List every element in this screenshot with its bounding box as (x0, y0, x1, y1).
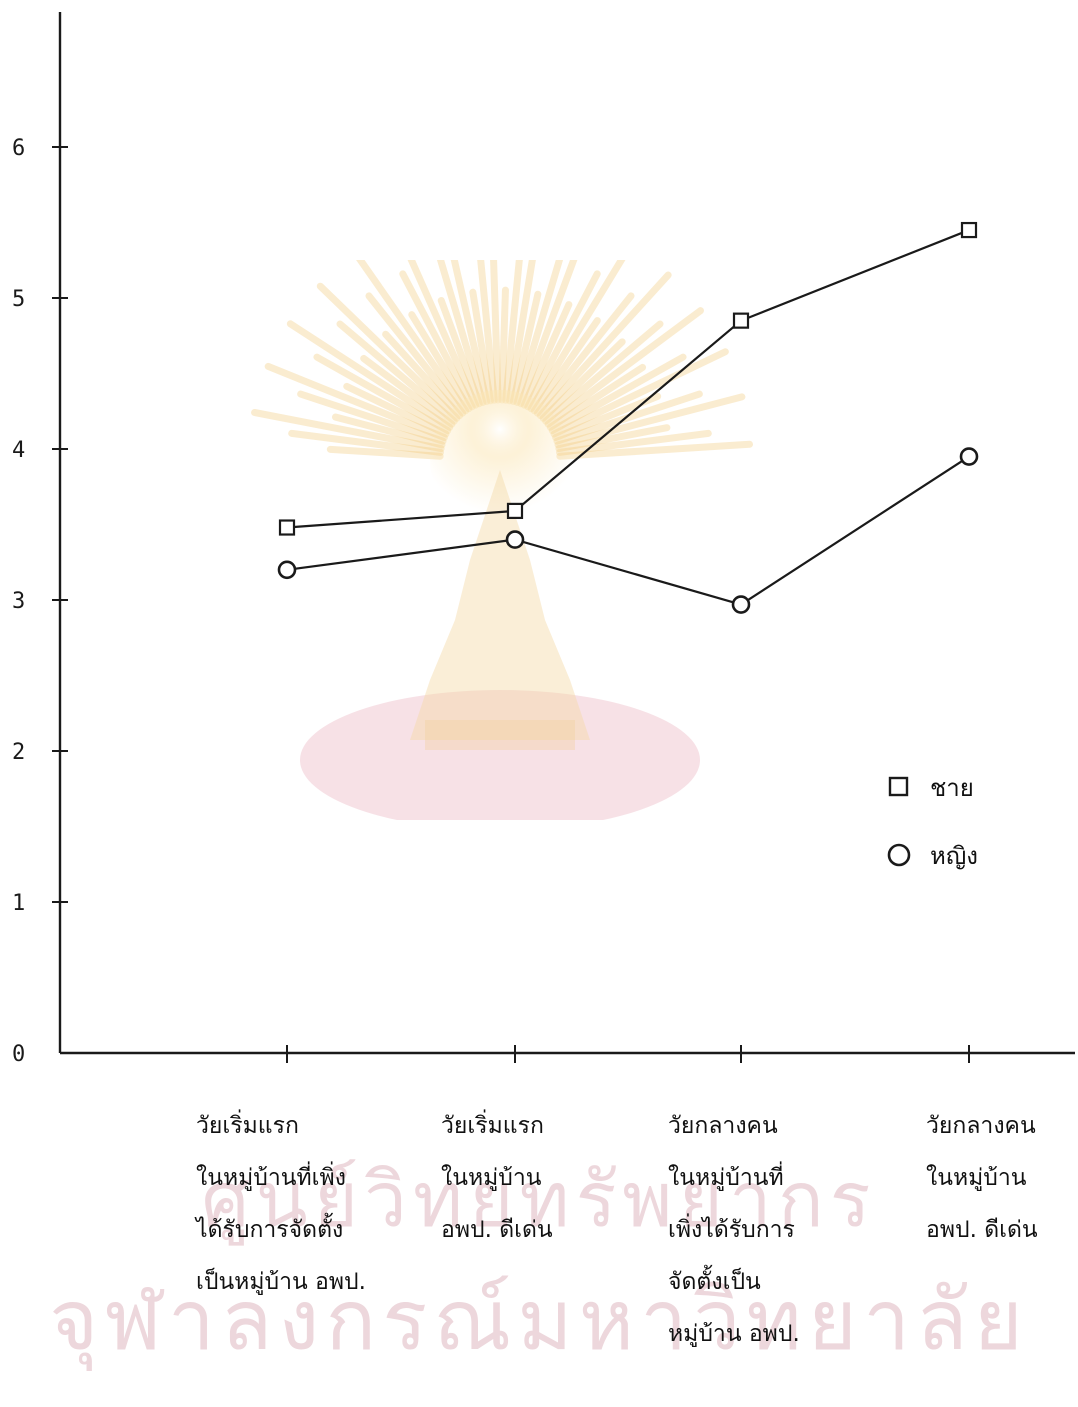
y-tick-label: 4 (12, 438, 25, 463)
seal-ray (530, 317, 601, 415)
seal-ray (542, 320, 664, 425)
x-category-label: วัยกลางคนในหมู่บ้านอพป. ดีเด่น (926, 1100, 1078, 1256)
female-data-point (959, 447, 979, 466)
x-category-label-line: เพิ่งได้รับการ (668, 1217, 795, 1243)
x-category-label-line: วัยเริ่มแรก (441, 1113, 544, 1139)
seal-ray (506, 260, 536, 405)
series-line-female (286, 455, 970, 606)
x-category-label: วัยกลางคนในหมู่บ้านที่เพิ่งได้รับการจัดต… (668, 1100, 898, 1360)
x-category-label-line: เป็นหมู่บ้าน อพป. (196, 1269, 366, 1295)
seal-ray (546, 363, 647, 431)
x-category-label-line: ในหมู่บ้าน (926, 1165, 1027, 1191)
seal-ray (517, 260, 578, 408)
x-category-label-line: ในหมู่บ้าน (441, 1165, 542, 1191)
seal-ray (332, 413, 446, 449)
seal-ray (477, 260, 498, 404)
x-category-label-line: วัยกลางคน (926, 1113, 1036, 1139)
male-data-point (506, 502, 524, 520)
seal-ray (502, 260, 523, 404)
series-lines (277, 221, 979, 614)
x-category-label-line: วัยกลางคน (668, 1113, 778, 1139)
circle-marker-icon (884, 840, 914, 870)
seal-ray (264, 362, 448, 442)
seal-ray (550, 348, 729, 438)
x-category-label-line: จัดตั้งเป็น (668, 1269, 761, 1295)
y-tick-label: 3 (12, 589, 25, 614)
seal-ray (490, 260, 502, 404)
x-category-label-line: ในหมู่บ้านที่เพิ่ง (196, 1165, 346, 1191)
x-category-label-line: อพป. ดีเด่น (926, 1217, 1038, 1243)
seal-ray (382, 330, 464, 420)
seal-ray (498, 286, 509, 404)
seal-ray (297, 390, 447, 445)
y-tick-label: 6 (12, 136, 25, 161)
x-ticks (286, 1045, 970, 1063)
x-category-label-line: วัยเริ่มแรก (196, 1113, 299, 1139)
seal-ray (469, 288, 494, 405)
seal-ray (399, 270, 476, 411)
seal-ray (509, 290, 542, 406)
seal-ray (536, 271, 672, 420)
seal-ray (524, 270, 601, 411)
seal-ray (556, 440, 754, 460)
seal-ray (313, 353, 452, 435)
y-tick-label: 1 (12, 891, 25, 916)
female-data-point (277, 560, 297, 580)
seal-ray (553, 390, 703, 445)
female-data-point (731, 595, 751, 614)
y-tick-label: 5 (12, 287, 25, 312)
legend: ชาย หญิง (884, 770, 1054, 906)
seal-ray (552, 392, 662, 442)
male-data-point (960, 221, 978, 239)
seal-ray (286, 320, 454, 431)
seal-ray (539, 338, 626, 422)
y-tick-label: 0 (12, 1042, 25, 1067)
seal-ray (533, 292, 635, 417)
x-category-label: วัยเริ่มแรกในหมู่บ้านที่เพิ่งได้รับการจั… (196, 1100, 426, 1308)
seal-ray (544, 307, 704, 428)
x-category-label-line: ได้รับการจัดตั้ง (196, 1217, 344, 1243)
seal-ray (343, 382, 450, 438)
legend-label-male: ชาย (930, 773, 974, 802)
seal-ray (407, 260, 480, 409)
seal-ray (450, 260, 491, 406)
legend-item-male: ชาย (884, 770, 1054, 804)
male-data-point (278, 519, 296, 536)
seal-ray (554, 393, 746, 449)
seal-ray (288, 429, 444, 456)
seal-ray (437, 296, 483, 408)
y-tick-label: 2 (12, 740, 25, 765)
seal-ray (555, 424, 671, 453)
series-line-male (286, 229, 970, 529)
seal-ray (436, 260, 487, 406)
square-marker-icon (884, 772, 914, 802)
seal-ray (408, 311, 473, 413)
x-category-label-line: ในหมู่บ้านที่ (668, 1165, 784, 1191)
seal-ray (556, 429, 712, 456)
legend-item-female: หญิง (884, 838, 1054, 872)
seal-ray (251, 408, 445, 453)
x-category-label-line: หมู่บ้าน อพป. (668, 1321, 800, 1347)
axes (58, 12, 1075, 1055)
seal-ray (520, 301, 573, 409)
seal-ray (365, 292, 467, 417)
seal-ray (527, 260, 626, 413)
male-data-point (732, 312, 750, 329)
seal-ray (513, 260, 564, 406)
seal-ray (326, 445, 444, 460)
seal-ray (548, 353, 687, 435)
university-seal-watermark (251, 260, 754, 820)
seal-ray (336, 320, 458, 425)
x-category-label-line: อพป. ดีเด่น (441, 1217, 553, 1243)
seal-ray (356, 260, 470, 415)
seal-ray (360, 354, 456, 428)
legend-label-female: หญิง (930, 841, 978, 870)
x-category-label: วัยเริ่มแรกในหมู่บ้านอพป. ดีเด่น (441, 1100, 671, 1256)
seal-ray (316, 282, 461, 422)
female-data-point (505, 530, 525, 549)
y-ticks: 0 1 2 3 4 5 6 (12, 136, 68, 1067)
